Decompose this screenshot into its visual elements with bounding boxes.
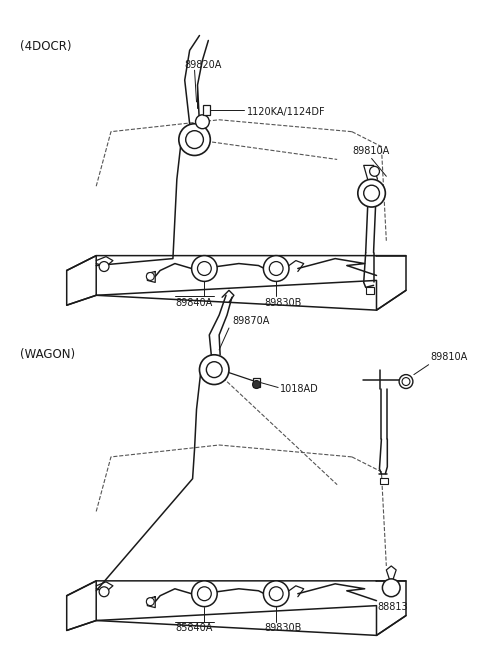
Bar	[252, 378, 261, 388]
Circle shape	[99, 261, 109, 271]
Text: 89840A: 89840A	[175, 298, 212, 308]
Bar	[366, 287, 373, 294]
Circle shape	[264, 256, 289, 281]
Circle shape	[146, 598, 154, 606]
Text: 88813: 88813	[377, 602, 408, 612]
Circle shape	[146, 273, 154, 281]
Circle shape	[252, 380, 261, 388]
Circle shape	[383, 579, 400, 597]
Text: (WAGON): (WAGON)	[21, 348, 76, 361]
Bar	[203, 105, 210, 115]
Text: 1120KA/1124DF: 1120KA/1124DF	[247, 107, 325, 117]
Text: 89810A: 89810A	[352, 147, 389, 156]
Circle shape	[200, 355, 229, 384]
Circle shape	[370, 166, 380, 176]
Text: 89830B: 89830B	[264, 623, 302, 633]
Circle shape	[179, 124, 210, 156]
Text: 89820A: 89820A	[185, 60, 222, 70]
Bar	[381, 478, 388, 484]
Text: 1018AD: 1018AD	[280, 384, 319, 394]
Text: (4DOCR): (4DOCR)	[21, 41, 72, 53]
Circle shape	[99, 587, 109, 597]
Circle shape	[195, 115, 209, 129]
Circle shape	[358, 179, 385, 207]
Text: 89830B: 89830B	[264, 298, 302, 308]
Circle shape	[192, 581, 217, 606]
Circle shape	[264, 581, 289, 606]
Text: 85840A: 85840A	[175, 623, 212, 633]
Circle shape	[192, 256, 217, 281]
Text: 89870A: 89870A	[232, 316, 269, 326]
Text: 89810A: 89810A	[431, 351, 468, 362]
Circle shape	[399, 374, 413, 388]
